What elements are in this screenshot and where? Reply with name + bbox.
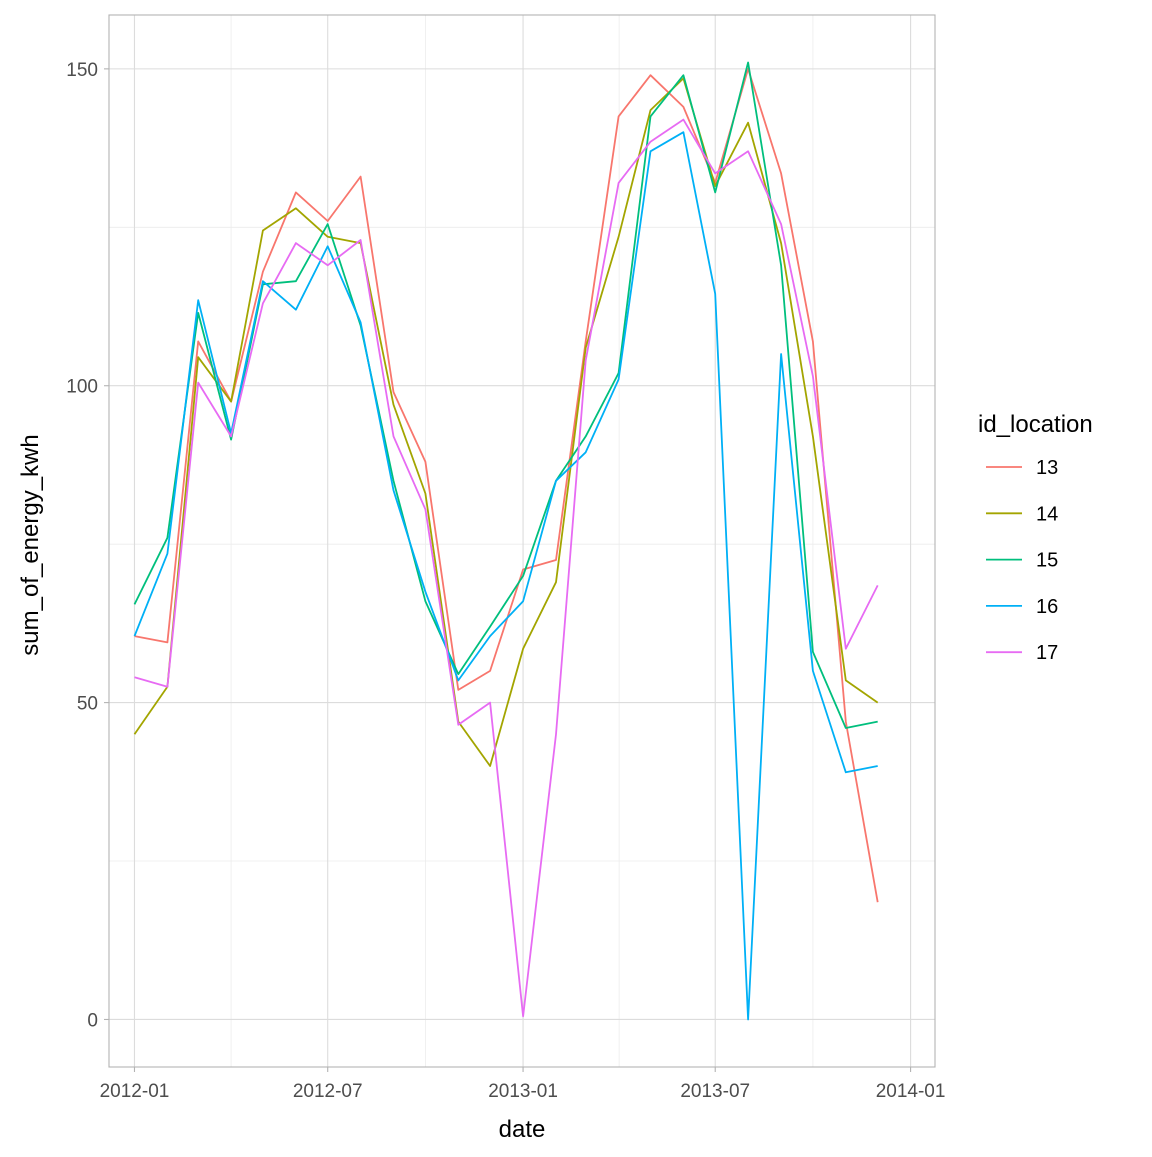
y-tick-label: 150 xyxy=(66,60,98,81)
y-tick-label: 50 xyxy=(77,694,98,715)
series-line-13 xyxy=(134,68,879,903)
legend-label-15: 15 xyxy=(1036,550,1058,572)
legend-label-14: 14 xyxy=(1036,503,1058,525)
series-lines xyxy=(133,61,879,1021)
grid xyxy=(109,15,935,1067)
axis-ticks: 0 50 100 150 2012-01 2012-07 2013-01 2013-07 201… xyxy=(66,60,945,1102)
legend-label-13: 13 xyxy=(1036,457,1058,479)
plot-panel-border xyxy=(108,14,936,1068)
y-axis-title: sum_of_energy_kwh xyxy=(17,434,44,655)
series-line-17 xyxy=(134,118,879,1018)
x-tick-label: 2012-01 xyxy=(100,1081,170,1102)
x-tick-label: 2012-07 xyxy=(293,1081,363,1102)
legend: id_location 13 14 15 16 17 xyxy=(978,411,1093,664)
y-tick-label: 100 xyxy=(66,377,98,398)
legend-label-16: 16 xyxy=(1036,596,1058,618)
series-line-14 xyxy=(133,77,879,767)
series-line-16 xyxy=(133,131,878,1021)
y-tick-label: 0 xyxy=(87,1010,98,1031)
x-tick-label: 2013-07 xyxy=(680,1081,750,1102)
x-tick-label: 2013-01 xyxy=(488,1081,558,1102)
legend-label-17: 17 xyxy=(1036,642,1058,664)
x-axis-title: date xyxy=(499,1116,546,1143)
series-line-15 xyxy=(133,61,878,729)
x-tick-label: 2014-01 xyxy=(876,1081,946,1102)
legend-items: 13 14 15 16 17 xyxy=(986,457,1058,664)
legend-title: id_location xyxy=(978,411,1093,438)
